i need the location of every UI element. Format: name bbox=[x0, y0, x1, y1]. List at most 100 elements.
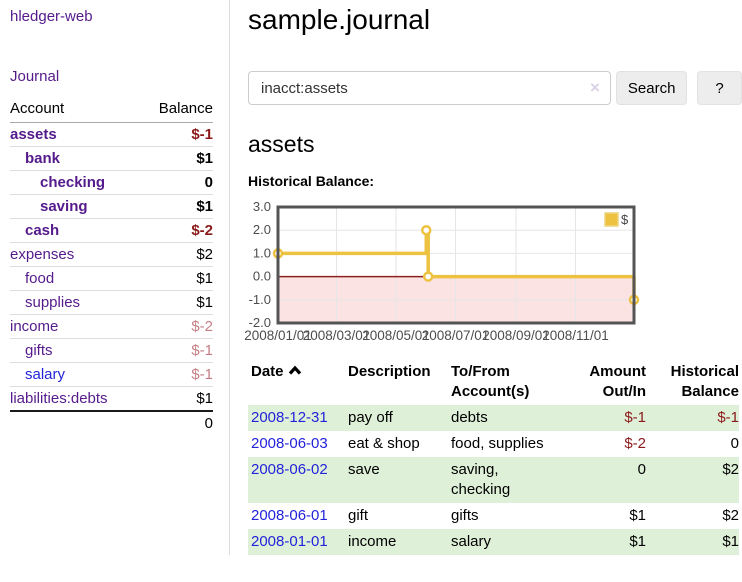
transaction-date-link[interactable]: 2008-06-01 bbox=[251, 507, 328, 524]
page: hledger-web Journal Account Balance asse… bbox=[0, 0, 742, 555]
chart-legend-label: $ bbox=[621, 212, 629, 227]
account-link[interactable]: bank bbox=[25, 150, 61, 167]
transaction-description: save bbox=[348, 461, 380, 478]
chart-title: Historical Balance: bbox=[248, 173, 375, 189]
accounts-table-body: assets $-1 bank $1 checking 0 saving $1 cash $-2 e… bbox=[10, 122, 213, 435]
page-title: sample.journal bbox=[248, 4, 431, 35]
account-link[interactable]: liabilities:debts bbox=[10, 390, 108, 407]
register-row: 2008-06-03 eat & shop food, supplies $-2 0 bbox=[248, 431, 739, 457]
account-row: assets $-1 bbox=[10, 122, 213, 147]
register-table-body: 2008-12-31 pay off debts $-1 $-1 2008-06-03 ea… bbox=[248, 405, 739, 555]
chart-data-point bbox=[422, 271, 434, 282]
account-link[interactable]: supplies bbox=[25, 294, 81, 311]
transaction-date-link[interactable]: 2008-12-31 bbox=[251, 409, 328, 426]
register-row: 2008-06-01 gift gifts $1 $2 bbox=[248, 503, 739, 529]
transaction-amount: $1 bbox=[629, 533, 646, 550]
help-button[interactable]: ? bbox=[697, 71, 742, 105]
register-header-description: Description bbox=[348, 363, 431, 380]
account-balance: $1 bbox=[140, 386, 213, 412]
account-balance: $-1 bbox=[140, 338, 213, 363]
chart-y-tick: 3.0 bbox=[253, 199, 271, 214]
balance-chart-container: $3.0 2.0 1.0 0.0 -1.0 -2.0 2008/01/01 2008/03/0… bbox=[244, 199, 742, 343]
account-link[interactable]: gifts bbox=[25, 342, 53, 359]
sidebar: hledger-web Journal Account Balance asse… bbox=[0, 0, 230, 555]
account-row: saving $1 bbox=[10, 194, 213, 219]
accounts-total-spacer bbox=[10, 410, 141, 435]
transaction-accounts: gifts bbox=[451, 507, 479, 524]
account-balance: $-2 bbox=[140, 218, 213, 243]
chart-x-tick: 2008/11/01 bbox=[542, 328, 609, 343]
account-row: salary $-1 bbox=[10, 362, 213, 387]
account-balance: $1 bbox=[140, 290, 213, 315]
chart-border bbox=[276, 205, 636, 325]
clear-search-icon[interactable]: × bbox=[590, 78, 600, 97]
account-row: income $-2 bbox=[10, 314, 213, 339]
transaction-date-link[interactable]: 2008-06-03 bbox=[251, 435, 328, 452]
app-title-link[interactable]: hledger-web bbox=[10, 8, 93, 25]
register-header-balance: Historical Balance bbox=[670, 363, 739, 400]
chart-y-tick: 2.0 bbox=[253, 222, 271, 237]
account-link[interactable]: expenses bbox=[10, 246, 75, 263]
accounts-total-row: 0 bbox=[10, 410, 213, 435]
transaction-date-link[interactable]: 2008-06-02 bbox=[251, 461, 328, 478]
account-link[interactable]: food bbox=[25, 270, 55, 287]
transaction-accounts: food, supplies bbox=[451, 435, 544, 452]
account-row: cash $-2 bbox=[10, 218, 213, 243]
account-heading: assets bbox=[248, 131, 315, 157]
chart-x-tick: 2008/07/01 bbox=[422, 328, 490, 343]
account-row: checking 0 bbox=[10, 170, 213, 195]
transaction-accounts: saving, checking bbox=[451, 461, 511, 498]
account-link[interactable]: checking bbox=[40, 174, 106, 191]
transaction-balance: $2 bbox=[722, 507, 739, 524]
chart-x-tick: 2008/01/01 bbox=[244, 328, 312, 343]
search-button[interactable]: Search bbox=[616, 71, 688, 105]
chart-legend-swatch bbox=[604, 212, 619, 227]
transaction-balance: 0 bbox=[730, 435, 739, 452]
account-link[interactable]: cash bbox=[25, 222, 60, 239]
account-balance: $-1 bbox=[140, 122, 213, 147]
transaction-date-link[interactable]: 2008-01-01 bbox=[251, 533, 328, 550]
chart-x-tick: 2008/03/01 bbox=[303, 328, 371, 343]
transaction-amount: $-1 bbox=[624, 409, 646, 426]
account-link[interactable]: saving bbox=[40, 198, 88, 215]
account-link[interactable]: assets bbox=[10, 126, 57, 143]
sidebar-item-journal[interactable]: Journal bbox=[10, 68, 60, 85]
account-balance: $-1 bbox=[140, 362, 213, 387]
accounts-header-balance: Balance bbox=[140, 100, 213, 123]
transaction-balance: $-1 bbox=[717, 409, 739, 426]
chart-x-tick: 2008/09/01 bbox=[482, 328, 550, 343]
accounts-header-account: Account bbox=[10, 100, 141, 123]
register-header-amount: Amount Out/In bbox=[589, 363, 646, 400]
transaction-accounts: debts bbox=[451, 409, 488, 426]
transaction-balance: $1 bbox=[722, 533, 739, 550]
sort-ascending-icon bbox=[288, 365, 301, 375]
account-row: gifts $-1 bbox=[10, 338, 213, 363]
chart-y-tick: 1.0 bbox=[253, 245, 271, 260]
transaction-balance: $2 bbox=[722, 461, 739, 478]
transaction-description: eat & shop bbox=[348, 435, 420, 452]
register-header-date[interactable]: Date bbox=[248, 362, 348, 405]
register-header-accounts: To/From Account(s) bbox=[451, 363, 530, 400]
register-header-date-label: Date bbox=[251, 363, 284, 380]
balance-chart: $3.0 2.0 1.0 0.0 -1.0 -2.02008/01/012008/03/0… bbox=[244, 199, 640, 343]
chart-data-point bbox=[421, 224, 432, 236]
account-link[interactable]: income bbox=[10, 318, 59, 335]
account-balance: $1 bbox=[140, 266, 213, 291]
search-input[interactable] bbox=[248, 71, 612, 105]
account-balance: $1 bbox=[140, 146, 213, 171]
account-link[interactable]: salary bbox=[25, 366, 66, 383]
account-row: food $1 bbox=[10, 266, 213, 291]
account-row: liabilities:debts $1 bbox=[10, 386, 213, 412]
account-balance: $-2 bbox=[140, 314, 213, 339]
chart-y-tick: 0.0 bbox=[253, 269, 271, 284]
register-row: 2008-01-01 income salary $1 $1 bbox=[248, 529, 739, 555]
chart-x-tick: 2008/05/01 bbox=[362, 328, 430, 343]
register-row: 2008-06-02 save saving, checking 0 $2 bbox=[248, 457, 739, 503]
account-balance: 0 bbox=[140, 170, 213, 195]
account-row: expenses $2 bbox=[10, 242, 213, 267]
account-row: supplies $1 bbox=[10, 290, 213, 315]
transaction-amount: $1 bbox=[629, 507, 646, 524]
account-row: bank $1 bbox=[10, 146, 213, 171]
register-header-row: Date Description To/From Account(s) Amou… bbox=[248, 362, 739, 405]
search-form: × Search ? bbox=[248, 71, 742, 105]
